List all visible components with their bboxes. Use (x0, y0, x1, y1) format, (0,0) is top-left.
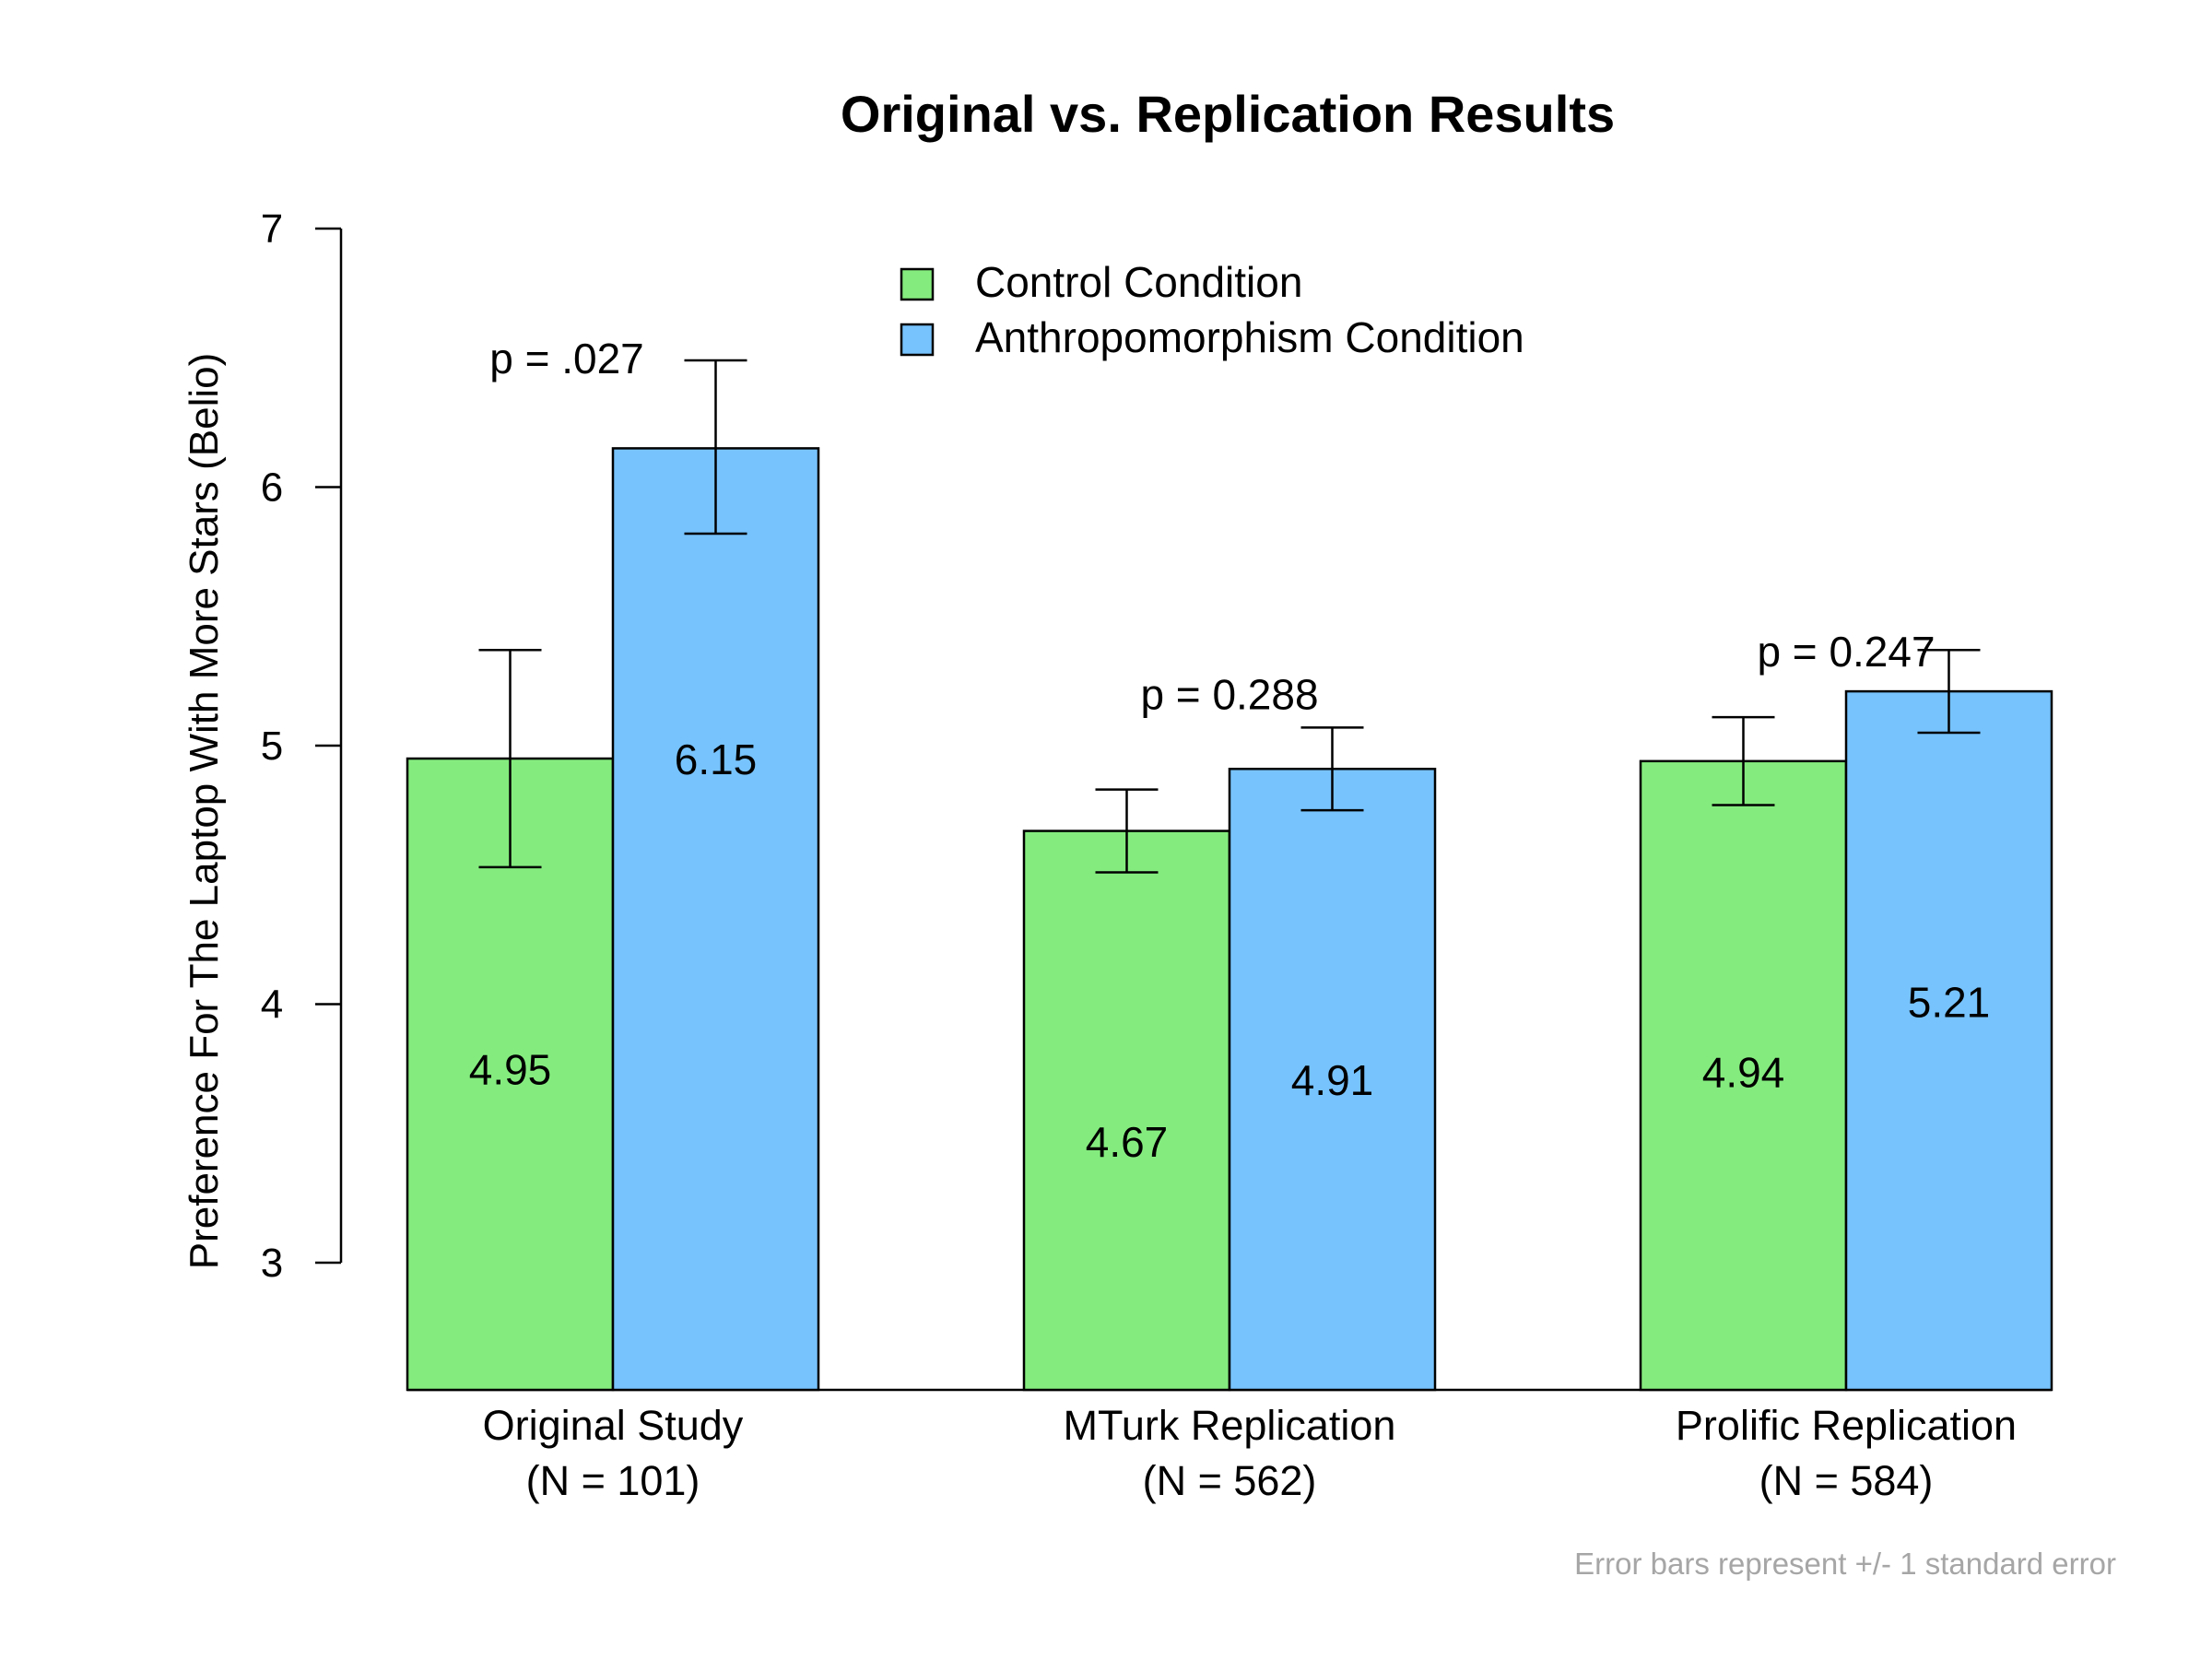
x-category-sublabel: (N = 562) (1143, 1457, 1317, 1504)
y-tick-label: 4 (261, 982, 283, 1028)
legend-label: Control Condition (975, 258, 1302, 306)
data-label: 4.94 (1702, 1048, 1785, 1096)
data-label: 5.21 (1908, 979, 1991, 1027)
bar-anthropomorphism-1 (1228, 767, 1437, 1392)
x-category-sublabel: (N = 101) (526, 1457, 700, 1504)
legend-swatch (900, 323, 935, 357)
p-value-label: p = .027 (489, 335, 644, 382)
bar-control-2 (1639, 759, 1848, 1392)
y-axis-label: Preference For The Laptop With More Star… (182, 353, 227, 1270)
legend-label: Anthropomorphism Condition (975, 313, 1524, 361)
bar-anthropomorphism-0 (611, 447, 820, 1392)
p-value-label: p = 0.288 (1140, 670, 1318, 718)
x-category-label: MTurk Replication (1064, 1402, 1396, 1449)
y-tick-label: 5 (261, 724, 283, 769)
x-category-label: Prolific Replication (1676, 1402, 2017, 1449)
data-label: 6.15 (675, 735, 758, 783)
data-label: 4.67 (1086, 1118, 1169, 1166)
y-tick-label: 7 (261, 206, 283, 252)
legend-swatch (900, 267, 935, 301)
bar-control-1 (1022, 830, 1231, 1392)
y-tick-label: 6 (261, 465, 283, 511)
chart-title: Original vs. Replication Results (841, 85, 1615, 143)
x-category-sublabel: (N = 584) (1759, 1457, 1934, 1504)
plot-area: 3 4 5 6 7 4.95 4.67 4.94 6.15 4.91 5.21 p = .027 p =… (261, 206, 2053, 1504)
data-label: 4.95 (469, 1046, 552, 1094)
y-tick-label: 3 (261, 1241, 283, 1286)
x-category-label: Original Study (483, 1402, 744, 1449)
p-value-label: p = 0.247 (1757, 628, 1935, 676)
bar-anthropomorphism-2 (1844, 689, 2053, 1392)
data-label: 4.91 (1291, 1056, 1374, 1104)
legend: Control Condition Anthropomorphism Condit… (900, 258, 1524, 361)
footnote: Error bars represent +/- 1 standard erro… (1574, 1547, 2116, 1581)
